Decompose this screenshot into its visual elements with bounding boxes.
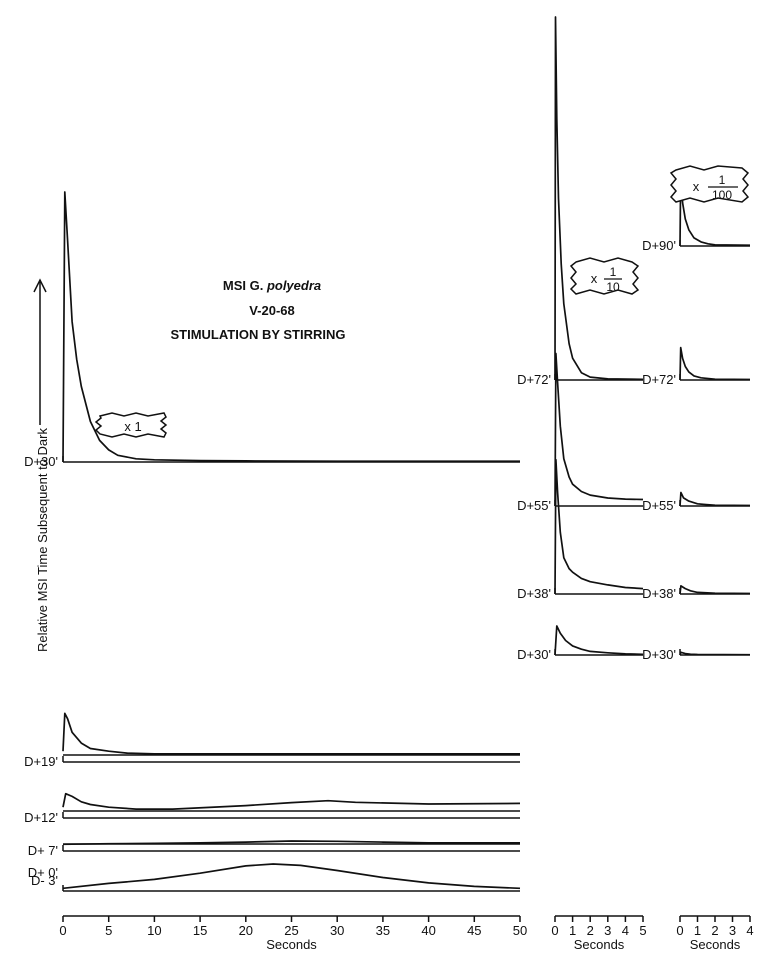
left-x-tick-label-40: 40: [421, 923, 435, 938]
right-trace-d-55: [679, 491, 751, 507]
right-trace-d-72: [679, 346, 751, 381]
middle-series-d-30: D+30': [517, 625, 644, 662]
left-x-tick-label-45: 45: [467, 923, 481, 938]
right-row-label-d-55: D+55': [642, 498, 676, 513]
middle-x-tick-label-3: 3: [604, 923, 611, 938]
right-x-tick-label-2: 2: [711, 923, 718, 938]
left-x-tick-label-10: 10: [147, 923, 161, 938]
left-trace-d-19: [62, 712, 520, 755]
left-series-d-12: D+12': [24, 792, 521, 825]
left-series-d-19: D+19': [24, 712, 520, 769]
scale-flag-x1-shape: [94, 412, 168, 438]
title-species: polyedra: [266, 278, 321, 293]
left-trace-d-12: [62, 792, 521, 810]
left-x-tick-label-5: 5: [105, 923, 112, 938]
left-series-d-30: D+30': [24, 191, 520, 469]
left-row-label-d-7: D+ 7': [28, 843, 58, 858]
right-x-tick-label-3: 3: [729, 923, 736, 938]
left-trace-d-7: [62, 840, 520, 846]
right-row-label-d-72: D+72': [642, 372, 676, 387]
scale-flag-x10-shape: [569, 257, 640, 295]
middle-x-tick-label-1: 1: [569, 923, 576, 938]
right-series-d-55: D+55': [642, 491, 751, 513]
title-line1: MSI G. polyedra: [223, 278, 321, 293]
right-x-tick-label-1: 1: [694, 923, 701, 938]
middle-x-axis: 0 1 2 3 4 5 Seconds: [551, 915, 647, 952]
scale-flag-x10-prefix: x: [591, 271, 598, 286]
left-row-label-d-12: D+12': [24, 810, 58, 825]
left-x-axis: 0 5 10 15 20 25 30 35 40 45 50 Seconds: [59, 915, 527, 952]
middle-trace-d-30: [554, 625, 644, 656]
middle-row-label-d-30: D+30': [517, 647, 551, 662]
right-trace-d-38: [679, 585, 751, 595]
middle-row-label-d-72: D+72': [517, 372, 551, 387]
right-trace-d-30: [679, 651, 751, 656]
left-x-tick-label-35: 35: [376, 923, 390, 938]
middle-series-d-72: D+72': [517, 16, 644, 387]
middle-row-label-d-55: D+55': [517, 498, 551, 513]
left-series-d-7: D+ 7': [28, 840, 520, 858]
left-row-label-d-0: D+ 0': [28, 865, 58, 880]
right-x-tick-label-0: 0: [676, 923, 683, 938]
scale-flag-x10: x 1 10: [569, 257, 640, 295]
right-x-axis-label: Seconds: [690, 937, 741, 952]
title-prefix: MSI G.: [223, 278, 263, 293]
title-line3: STIMULATION BY STIRRING: [170, 327, 345, 342]
left-x-tick-label-50: 50: [513, 923, 527, 938]
title-line2: V-20-68: [249, 303, 295, 318]
left-series-d-3: D- 3': [31, 863, 521, 892]
panel-left: D+30' D+19' D+12' D+ 7' D- 3'D+ 0' 0 5 10 15 20 25…: [24, 191, 527, 952]
scale-flag-x10-den: 10: [606, 280, 620, 294]
right-series-d-72: D+72': [642, 346, 751, 387]
left-x-tick-label-30: 30: [330, 923, 344, 938]
middle-row-label-d-38: D+38': [517, 586, 551, 601]
middle-trace-d-72: [554, 16, 644, 381]
middle-trace-d-38: [554, 458, 644, 595]
y-axis-annotation: Relative MSI Time Subsequent to Dark: [33, 278, 50, 652]
right-row-label-d-38: D+38': [642, 586, 676, 601]
right-series-d-30: D+30': [642, 647, 751, 662]
left-x-tick-label-0: 0: [59, 923, 66, 938]
scale-flag-x100-den: 100: [712, 188, 732, 202]
scale-flag-x100-num: 1: [719, 173, 726, 187]
right-x-tick-label-4: 4: [746, 923, 753, 938]
y-axis-label: Relative MSI Time Subsequent to Dark: [35, 428, 50, 652]
middle-series-d-38: D+38': [517, 458, 644, 601]
right-x-axis: 0 1 2 3 4 Seconds: [676, 915, 754, 952]
left-row-label-d-19: D+19': [24, 754, 58, 769]
left-x-tick-label-25: 25: [284, 923, 298, 938]
left-x-tick-label-15: 15: [193, 923, 207, 938]
scale-flag-x10-num: 1: [610, 265, 617, 279]
scale-flag-x1-label: x 1: [124, 419, 141, 434]
scale-flag-x100-shape: [669, 165, 750, 203]
left-row-label-d-30: D+30': [24, 454, 58, 469]
middle-series-d-55: D+55': [517, 352, 644, 513]
middle-x-tick-label-5: 5: [639, 923, 646, 938]
left-trace-d-30: [62, 191, 520, 463]
middle-trace-d-55: [554, 352, 644, 507]
right-row-label-d-30: D+30': [642, 647, 676, 662]
left-row-label-d-3: D- 3': [31, 873, 58, 888]
scale-flag-x100: x 1 100: [669, 165, 750, 203]
right-series-d-38: D+38': [642, 585, 751, 601]
left-trace-d-3: [62, 863, 521, 890]
middle-x-tick-label-2: 2: [587, 923, 594, 938]
y-axis-arrow-head: [33, 278, 47, 293]
middle-x-axis-label: Seconds: [574, 937, 625, 952]
middle-x-tick-label-4: 4: [622, 923, 629, 938]
scale-flag-x1: x 1: [94, 412, 168, 438]
middle-x-tick-label-0: 0: [551, 923, 558, 938]
left-x-tick-label-20: 20: [239, 923, 253, 938]
left-x-axis-label: Seconds: [266, 937, 317, 952]
right-row-label-d-90: D+90': [642, 238, 676, 253]
scale-flag-x100-prefix: x: [693, 179, 700, 194]
